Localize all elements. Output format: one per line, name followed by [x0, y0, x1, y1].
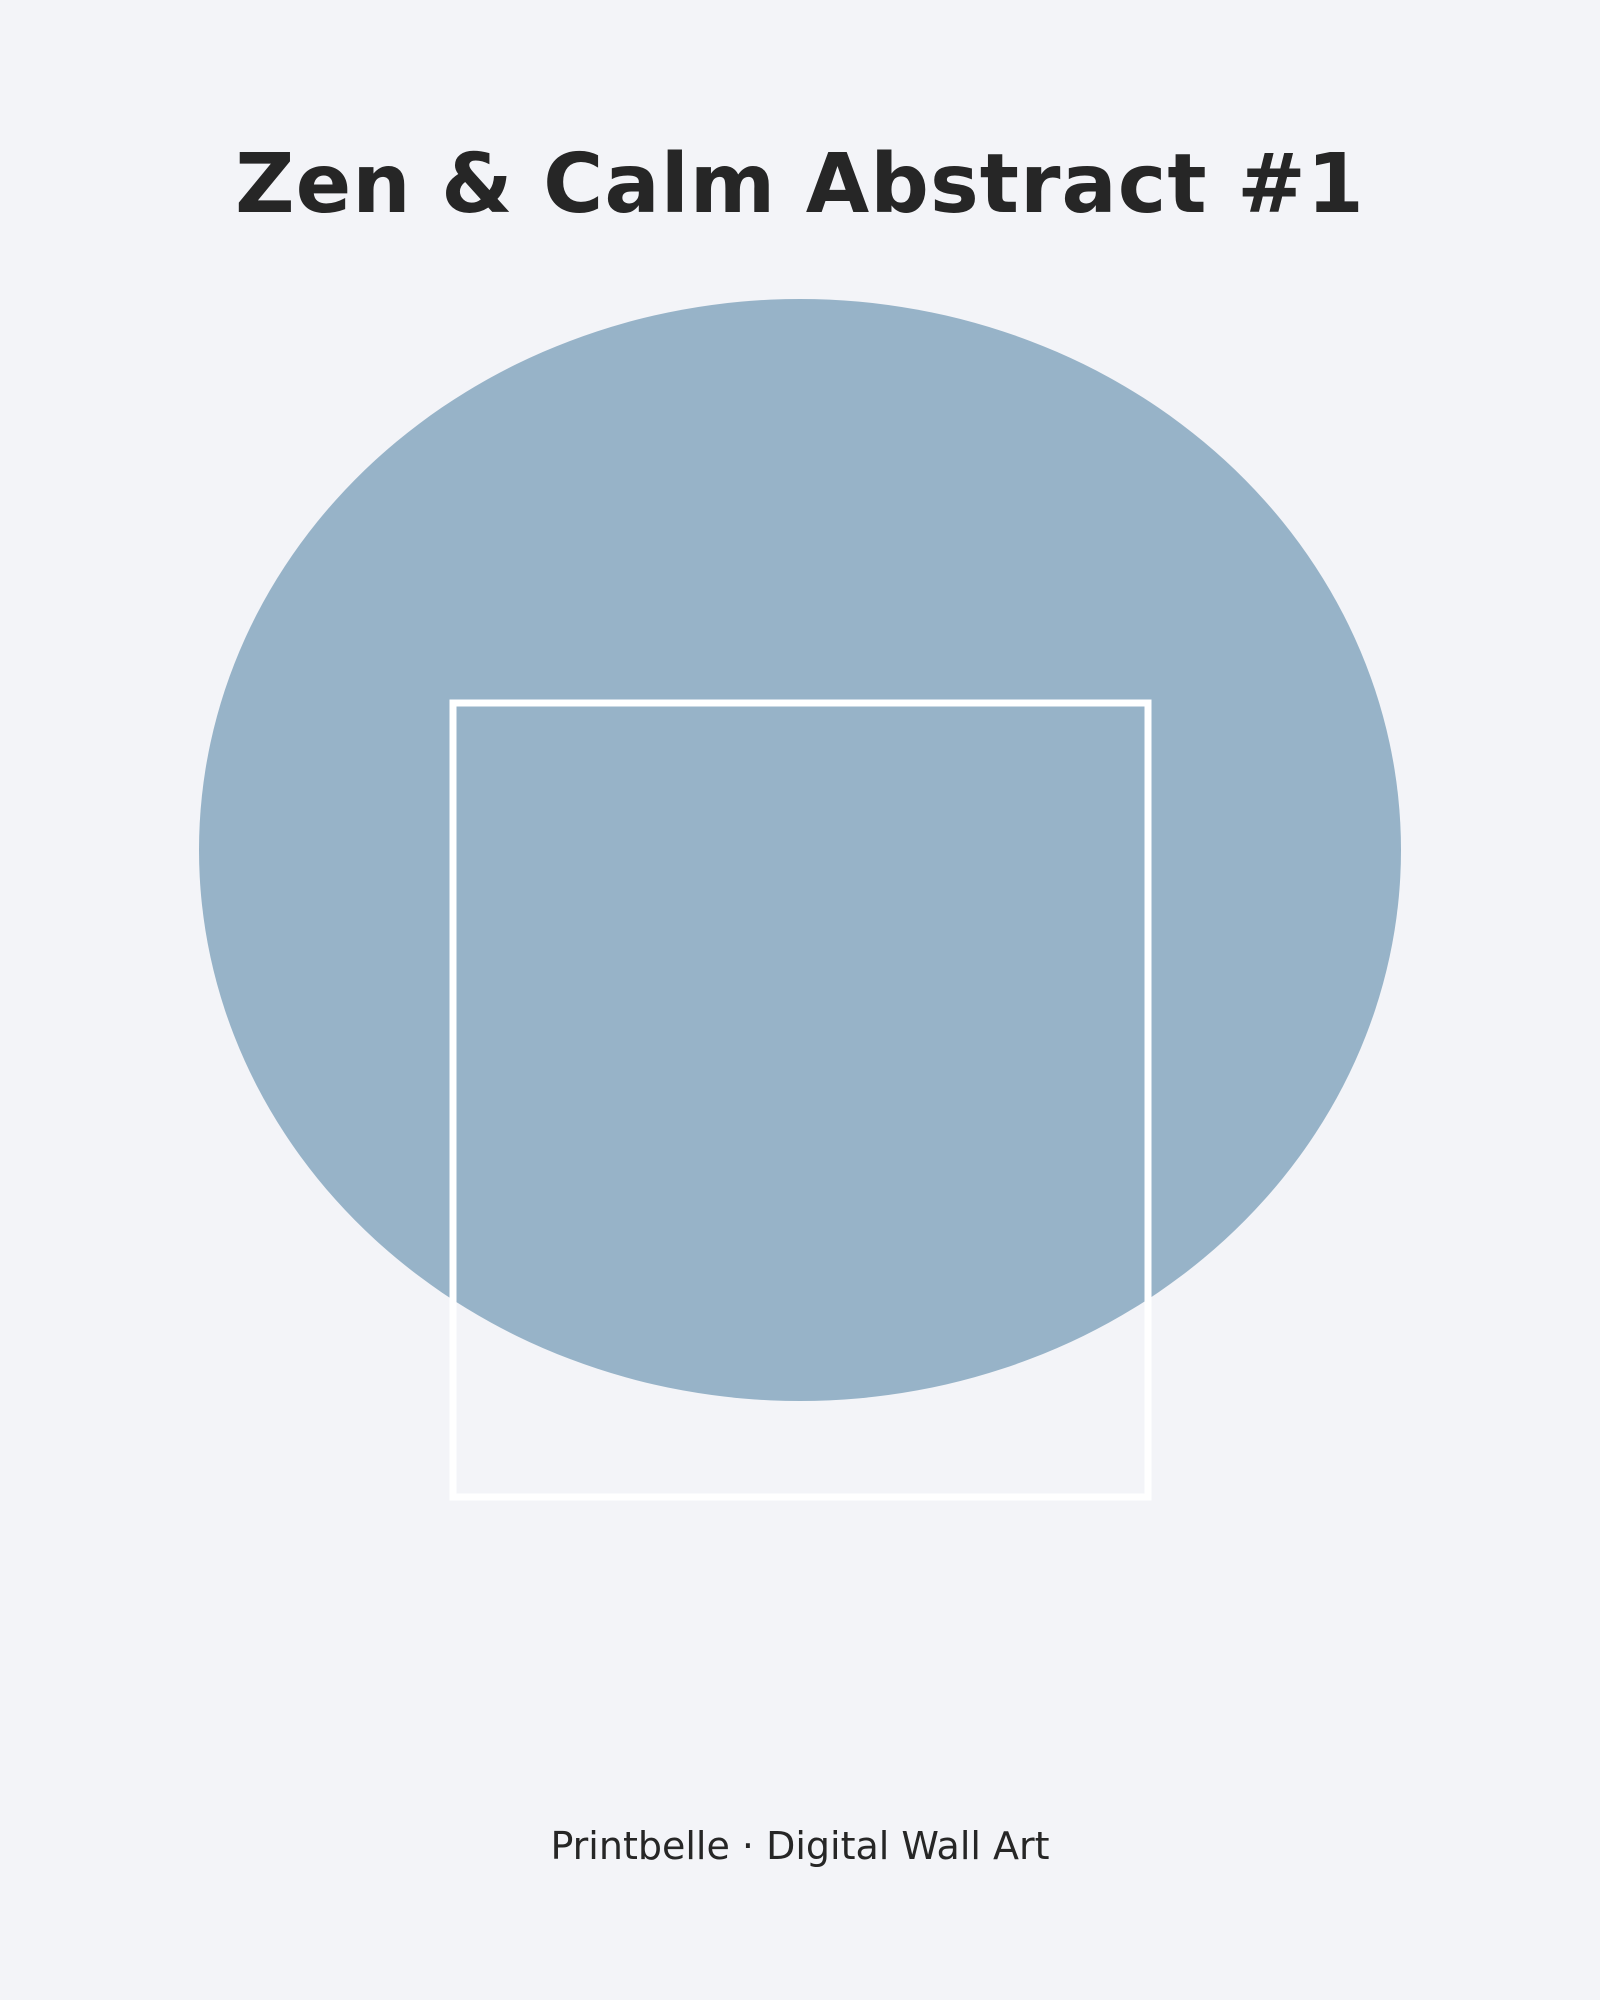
blue-circle-shape: [199, 299, 1401, 1401]
white-square-outline: [449, 699, 1152, 1501]
poster-caption: Printbelle · Digital Wall Art: [550, 1824, 1050, 1868]
poster-title: Zen & Calm Abstract #1: [235, 137, 1365, 232]
